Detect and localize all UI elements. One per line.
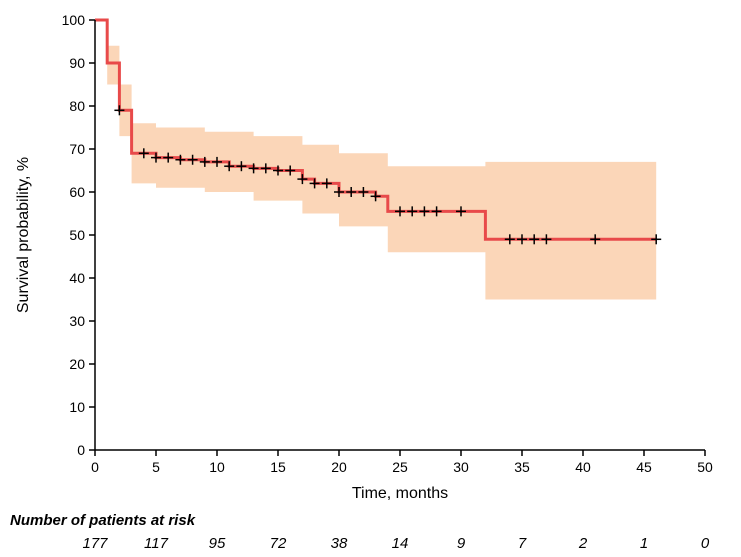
y-axis-label: Survival probability, %: [15, 157, 32, 313]
x-tick-label: 0: [91, 459, 99, 475]
y-tick-label: 100: [62, 12, 86, 28]
x-tick-label: 45: [636, 459, 652, 475]
risk-count: 2: [578, 535, 588, 552]
risk-count: 9: [457, 535, 466, 552]
risk-count: 72: [270, 535, 287, 552]
risk-count: 0: [701, 535, 710, 552]
x-tick-label: 50: [697, 459, 713, 475]
y-tick-label: 90: [69, 55, 85, 71]
risk-count: 177: [82, 535, 108, 552]
x-tick-label: 5: [152, 459, 160, 475]
x-tick-label: 15: [270, 459, 286, 475]
risk-count: 95: [209, 535, 226, 552]
risk-count: 117: [144, 535, 169, 552]
x-axis-label: Time, months: [352, 485, 448, 502]
risk-table-title: Number of patients at risk: [10, 512, 196, 529]
y-tick-label: 20: [69, 356, 85, 372]
x-tick-label: 20: [331, 459, 347, 475]
x-tick-label: 25: [392, 459, 408, 475]
y-tick-label: 50: [69, 227, 85, 243]
y-tick-label: 70: [69, 141, 85, 157]
risk-count: 7: [518, 535, 527, 552]
risk-count: 1: [640, 535, 648, 552]
chart-container: { "chart": { "type": "kaplan-meier", "ba…: [0, 0, 741, 557]
y-tick-label: 30: [69, 313, 85, 329]
y-tick-label: 80: [69, 98, 85, 114]
y-tick-label: 40: [69, 270, 85, 286]
x-tick-label: 40: [575, 459, 591, 475]
x-tick-label: 35: [514, 459, 530, 475]
risk-count: 38: [331, 535, 348, 552]
y-tick-label: 60: [69, 184, 85, 200]
km-chart-svg: 0102030405060708090100051015202530354045…: [0, 0, 741, 557]
y-tick-label: 10: [69, 399, 85, 415]
risk-count: 14: [392, 535, 409, 552]
y-tick-label: 0: [77, 442, 85, 458]
x-tick-label: 30: [453, 459, 469, 475]
x-tick-label: 10: [209, 459, 225, 475]
